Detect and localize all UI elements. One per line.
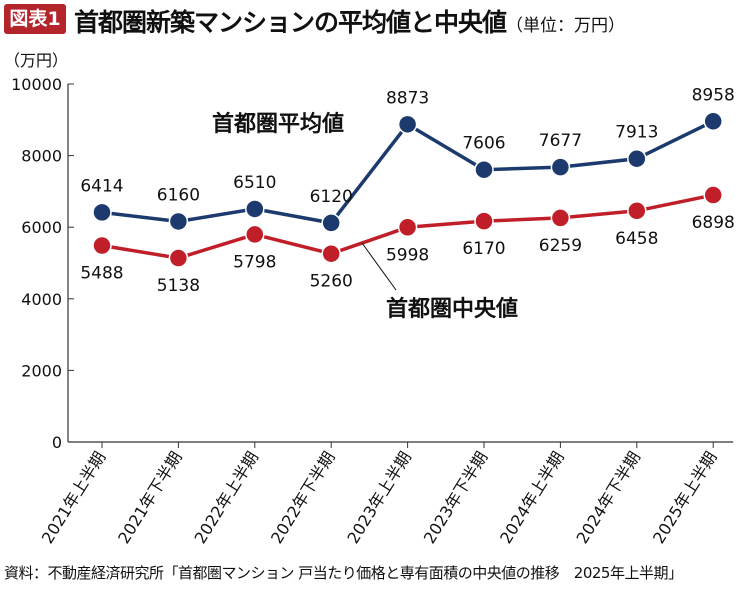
data-label: 7677 xyxy=(539,131,582,151)
y-tick-label: 6000 xyxy=(21,218,62,237)
x-tick-label: 2021年上半期 xyxy=(38,448,110,547)
data-label: 7606 xyxy=(462,134,505,154)
data-label: 6170 xyxy=(462,239,505,259)
data-point xyxy=(168,211,189,232)
data-point xyxy=(321,243,341,264)
source-note: 資料：不動産経済研究所「首都圏マンション 戸当たり価格と専有面積の中央値の推移 … xyxy=(4,564,683,582)
leader-line xyxy=(361,242,397,291)
data-point xyxy=(550,157,571,177)
x-tick-label: 2025年上半期 xyxy=(649,448,721,547)
y-tick-label: 4000 xyxy=(21,290,62,309)
data-point xyxy=(245,224,265,245)
data-point xyxy=(397,217,418,238)
data-point xyxy=(703,111,723,132)
data-point xyxy=(474,159,494,180)
data-label: 5488 xyxy=(80,264,123,284)
data-point xyxy=(245,199,265,219)
x-tick-label: 2024年下半期 xyxy=(573,448,645,547)
data-label: 7913 xyxy=(615,123,658,143)
title-unit: （単位：万円） xyxy=(506,16,626,36)
data-label: 8873 xyxy=(386,88,429,108)
x-tick-label: 2022年上半期 xyxy=(191,448,263,547)
data-point xyxy=(168,248,189,268)
y-tick-label: 2000 xyxy=(21,361,62,380)
x-tick-label: 2023年下半期 xyxy=(420,448,492,547)
data-label: 5260 xyxy=(310,272,353,292)
data-point xyxy=(92,235,112,256)
data-label: 5798 xyxy=(233,252,276,272)
data-label: 6259 xyxy=(539,236,582,256)
y-tick-label: 0 xyxy=(52,433,62,452)
data-point xyxy=(397,114,418,135)
data-label: 6160 xyxy=(157,185,200,205)
figure-badge: 図表1 xyxy=(4,4,66,34)
chart-title: 首都圏新築マンションの平均値と中央値（単位：万円） xyxy=(74,3,625,39)
series-label-median: 首都圏中央値 xyxy=(386,296,518,322)
data-label: 6510 xyxy=(233,173,276,193)
data-point xyxy=(627,148,647,169)
x-tick-label: 2024年上半期 xyxy=(496,448,568,547)
x-tick-label: 2022年下半期 xyxy=(267,448,339,547)
data-label: 6898 xyxy=(692,213,735,233)
data-point xyxy=(550,208,571,228)
y-tick-label: 10000 xyxy=(11,75,62,94)
x-tick-label: 2021年下半期 xyxy=(114,448,186,547)
data-point xyxy=(92,202,112,223)
series-label-average: 首都圏平均値 xyxy=(212,111,344,137)
data-label: 5138 xyxy=(157,276,200,296)
data-label: 6414 xyxy=(80,176,123,196)
y-axis-label: （万円） xyxy=(4,51,68,70)
data-point xyxy=(627,201,647,221)
y-tick-label: 8000 xyxy=(21,147,62,166)
data-point xyxy=(474,211,494,231)
data-point xyxy=(703,185,723,205)
data-label: 6458 xyxy=(615,229,658,249)
data-label: 8958 xyxy=(692,85,735,105)
x-tick-label: 2023年上半期 xyxy=(343,448,415,547)
data-point xyxy=(321,213,341,233)
title-text: 首都圏新築マンションの平均値と中央値 xyxy=(74,8,507,37)
data-label: 5998 xyxy=(386,245,429,265)
data-label: 6120 xyxy=(310,187,353,207)
